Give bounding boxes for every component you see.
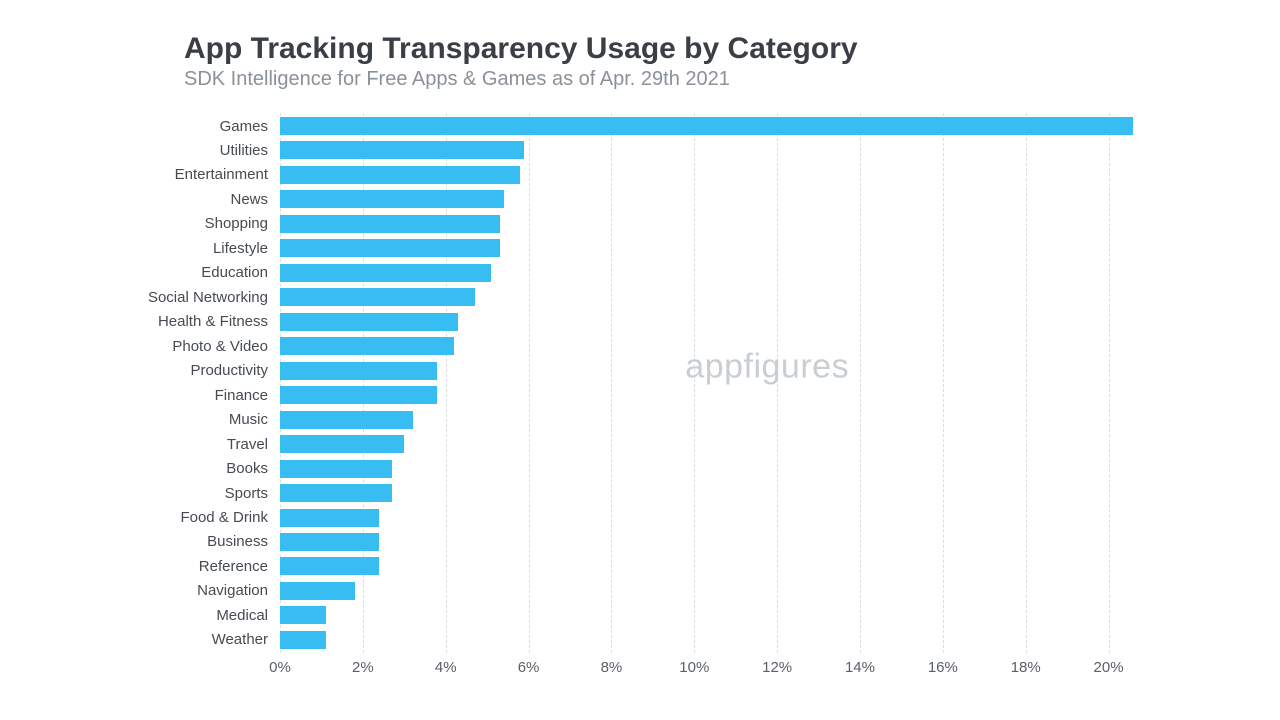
bar <box>280 435 404 453</box>
bar <box>280 460 392 478</box>
bar-row: Health & Fitness <box>280 311 1150 333</box>
bar <box>280 313 458 331</box>
category-label: Food & Drink <box>180 509 280 526</box>
category-label: Health & Fitness <box>158 313 280 330</box>
bar <box>280 582 355 600</box>
x-tick-label: 6% <box>518 659 540 676</box>
bar <box>280 386 437 404</box>
chart-bars: GamesUtilities EntertainmentNews ShoppingL… <box>280 113 1150 653</box>
bar <box>280 141 524 159</box>
bar-row: Finance <box>280 384 1150 406</box>
bar <box>280 631 326 649</box>
bar-row: Music <box>280 409 1150 431</box>
bar <box>280 484 392 502</box>
bar-row: Weather <box>280 629 1150 651</box>
bar <box>280 533 379 551</box>
x-tick-label: 4% <box>435 659 457 676</box>
bar <box>280 166 520 184</box>
bar-row: Business <box>280 531 1150 553</box>
chart-area: GamesUtilitiesEntertainmentNewsShoppingL… <box>60 113 1220 653</box>
bar-row: Productivity <box>280 360 1150 382</box>
bar <box>280 557 379 575</box>
bar-row: Shopping <box>280 213 1150 235</box>
bar-row: Social Networking <box>280 286 1150 308</box>
category-label: Music <box>229 411 280 428</box>
category-label: Medical <box>216 607 280 624</box>
bar <box>280 239 500 257</box>
bar-row: News <box>280 188 1150 210</box>
category-label: Business <box>207 533 280 550</box>
bar <box>280 264 491 282</box>
chart-x-axis: 0%2%4%6%8%10%12%14%16%18%20% <box>280 653 1150 681</box>
category-label: Utilities <box>220 142 280 159</box>
category-label: News <box>230 191 280 208</box>
bar-row: Navigation <box>280 580 1150 602</box>
category-label: Travel <box>227 436 280 453</box>
bar <box>280 288 475 306</box>
bar-row: Utilities <box>280 139 1150 161</box>
bar <box>280 362 437 380</box>
chart-title: App Tracking Transparency Usage by Categ… <box>184 32 1220 66</box>
chart-plot: GamesUtilities EntertainmentNews ShoppingL… <box>280 113 1150 653</box>
chart-page: App Tracking Transparency Usage by Categ… <box>0 0 1280 720</box>
x-tick-label: 0% <box>269 659 291 676</box>
x-tick-label: 16% <box>928 659 958 676</box>
category-label: Finance <box>215 387 280 404</box>
x-tick-label: 20% <box>1094 659 1124 676</box>
x-tick-label: 10% <box>679 659 709 676</box>
category-label: Weather <box>212 631 280 648</box>
bar-row: Games <box>280 115 1150 137</box>
bar-row: Photo & Video <box>280 335 1150 357</box>
category-label: Lifestyle <box>213 240 280 257</box>
category-label: Productivity <box>190 362 280 379</box>
category-label: Social Networking <box>148 289 280 306</box>
bar <box>280 606 326 624</box>
bar-row: Reference <box>280 555 1150 577</box>
chart-subtitle: SDK Intelligence for Free Apps & Games a… <box>184 68 1220 91</box>
category-label: Books <box>226 460 280 477</box>
bar <box>280 509 379 527</box>
bar <box>280 411 413 429</box>
bar <box>280 337 454 355</box>
bar-row: Books <box>280 458 1150 480</box>
bar-row: Lifestyle <box>280 237 1150 259</box>
bar <box>280 117 1133 135</box>
category-label: Sports <box>225 485 280 502</box>
x-tick-label: 18% <box>1011 659 1041 676</box>
category-label: Entertainment <box>175 166 280 183</box>
x-tick-label: 12% <box>762 659 792 676</box>
x-tick-label: 8% <box>601 659 623 676</box>
category-label: Photo & Video <box>172 338 280 355</box>
bar-row: Food & Drink <box>280 507 1150 529</box>
bar <box>280 215 500 233</box>
bar-row: Entertainment <box>280 164 1150 186</box>
bar-row: Medical <box>280 604 1150 626</box>
bar-row: Education <box>280 262 1150 284</box>
category-label: Navigation <box>197 582 280 599</box>
x-tick-label: 2% <box>352 659 374 676</box>
bar-row: Travel <box>280 433 1150 455</box>
bar-row: Sports <box>280 482 1150 504</box>
category-label: Education <box>201 264 280 281</box>
bar <box>280 190 504 208</box>
category-label: Reference <box>199 558 280 575</box>
category-label: Games <box>220 118 280 135</box>
category-label: Shopping <box>205 215 280 232</box>
x-tick-label: 14% <box>845 659 875 676</box>
